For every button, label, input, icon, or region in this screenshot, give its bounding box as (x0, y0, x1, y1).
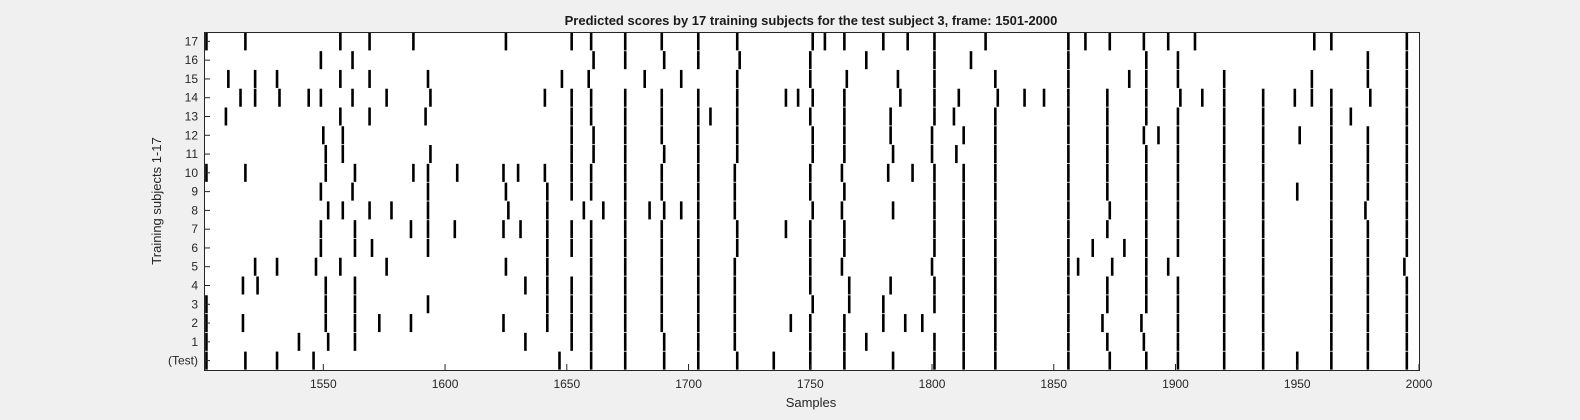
y-tick-label: 14 (185, 91, 199, 105)
x-tick-label: 1950 (1284, 377, 1311, 391)
y-tick-label: (Test) (168, 354, 198, 368)
x-tick-label: 1550 (310, 377, 337, 391)
x-tick-label: 1750 (797, 377, 824, 391)
y-tick-label: 5 (191, 260, 198, 274)
x-tick-label: 1850 (1040, 377, 1067, 391)
y-tick-label: 7 (191, 222, 198, 236)
y-tick-label: 12 (185, 128, 199, 142)
plot-area (204, 32, 1419, 370)
axes-box (204, 32, 1420, 371)
y-tick-label: 13 (185, 110, 199, 124)
y-axis-label: Training subjects 1-17 (149, 137, 164, 264)
x-axis-label: Samples (786, 395, 837, 410)
x-tick-label: 1700 (675, 377, 702, 391)
y-tick-label: 3 (191, 297, 198, 311)
x-tick-label: 1650 (553, 377, 580, 391)
spike-layer (205, 32, 1409, 370)
y-tick-label: 9 (191, 185, 198, 199)
y-tick-label: 11 (186, 147, 199, 161)
x-axis: 1550 1600 1650 1700 1750 1800 1850 1900 1950 2000 (310, 364, 1433, 391)
chart-title: Predicted scores by 17 training subjects… (565, 13, 1058, 28)
y-tick-label: 4 (191, 279, 198, 293)
y-tick-label: 2 (191, 316, 198, 330)
x-tick-label: 2000 (1406, 377, 1433, 391)
y-tick-label: 8 (191, 203, 198, 217)
y-tick-label: 16 (185, 53, 199, 67)
y-tick-label: 15 (185, 72, 199, 86)
x-tick-label: 1900 (1162, 377, 1189, 391)
y-tick-label: 10 (185, 166, 199, 180)
y-tick-label: 1 (191, 335, 198, 349)
x-tick-label: 1800 (919, 377, 946, 391)
y-tick-label: 6 (191, 241, 198, 255)
y-tick-label: 17 (185, 34, 199, 48)
x-tick-label: 1600 (432, 377, 459, 391)
